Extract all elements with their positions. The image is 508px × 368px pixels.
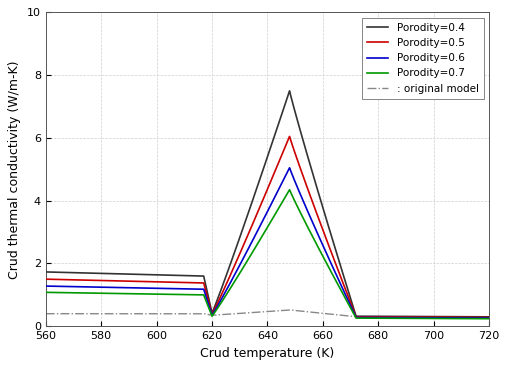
Line: Porodity=0.4: Porodity=0.4 (46, 91, 489, 317)
Porodity=0.7 (123, 291, 130, 296)
Porodity=0.6 (407, 315, 414, 320)
: original model: (656, 0.447): original model: (656, 0.447) (309, 310, 315, 314)
Porodity=0.7 (331, 275, 337, 280)
Porodity=0.6 (486, 316, 492, 320)
: original model: (560, 0.4): original model: (560, 0.4) (43, 311, 49, 316)
Porodity=0.6 (43, 284, 49, 288)
Porodity=0.5 (309, 198, 315, 202)
Porodity=0.6 (331, 268, 337, 272)
Porodity=0.6 (309, 218, 315, 223)
Porodity=0.7 (309, 233, 315, 237)
: original model: (720, 0.3): original model: (720, 0.3) (486, 315, 492, 319)
Porodity=0.4 (212, 303, 218, 308)
Line: Porodity=0.7: Porodity=0.7 (46, 190, 489, 319)
: original model: (621, 0.357): original model: (621, 0.357) (212, 313, 218, 317)
: original model: (648, 0.52): original model: (648, 0.52) (287, 308, 293, 312)
Porodity=0.4 (309, 168, 315, 172)
Porodity=0.4 (43, 270, 49, 274)
: original model: (692, 0.3): original model: (692, 0.3) (407, 315, 414, 319)
Porodity=0.6 (212, 308, 218, 312)
: original model: (664, 0.373): original model: (664, 0.373) (331, 312, 337, 317)
Porodity=0.7 (407, 316, 414, 321)
Porodity=0.5 (123, 279, 130, 283)
Porodity=0.6 (123, 286, 130, 290)
Porodity=0.6 (373, 315, 379, 320)
Line: : original model: : original model (46, 310, 489, 317)
Porodity=0.4 (331, 243, 337, 247)
Porodity=0.4 (287, 89, 293, 93)
Y-axis label: Crud thermal conductivity (W/m-K): Crud thermal conductivity (W/m-K) (8, 60, 21, 279)
Porodity=0.4 (123, 272, 130, 276)
Porodity=0.7 (486, 316, 492, 321)
Porodity=0.5 (43, 277, 49, 282)
: original model: (589, 0.4): original model: (589, 0.4) (123, 311, 130, 316)
Porodity=0.4 (407, 314, 414, 319)
Porodity=0.5 (287, 134, 293, 139)
Porodity=0.4 (486, 315, 492, 319)
Porodity=0.5 (373, 315, 379, 319)
Porodity=0.7 (373, 316, 379, 321)
Legend: Porodity=0.4, Porodity=0.5, Porodity=0.6, Porodity=0.7, : original model: Porodity=0.4, Porodity=0.5, Porodity=0.6… (362, 18, 484, 99)
Porodity=0.7 (287, 188, 293, 192)
X-axis label: Crud temperature (K): Crud temperature (K) (200, 347, 335, 360)
Porodity=0.4 (373, 314, 379, 319)
: original model: (672, 0.3): original model: (672, 0.3) (353, 315, 359, 319)
: original model: (679, 0.3): original model: (679, 0.3) (374, 315, 380, 319)
Porodity=0.5 (331, 258, 337, 262)
Line: Porodity=0.6: Porodity=0.6 (46, 168, 489, 318)
Porodity=0.7 (212, 309, 218, 314)
Porodity=0.5 (407, 315, 414, 319)
Line: Porodity=0.5: Porodity=0.5 (46, 137, 489, 318)
Porodity=0.6 (287, 166, 293, 170)
Porodity=0.5 (212, 306, 218, 310)
Porodity=0.5 (486, 315, 492, 320)
Porodity=0.7 (43, 290, 49, 294)
